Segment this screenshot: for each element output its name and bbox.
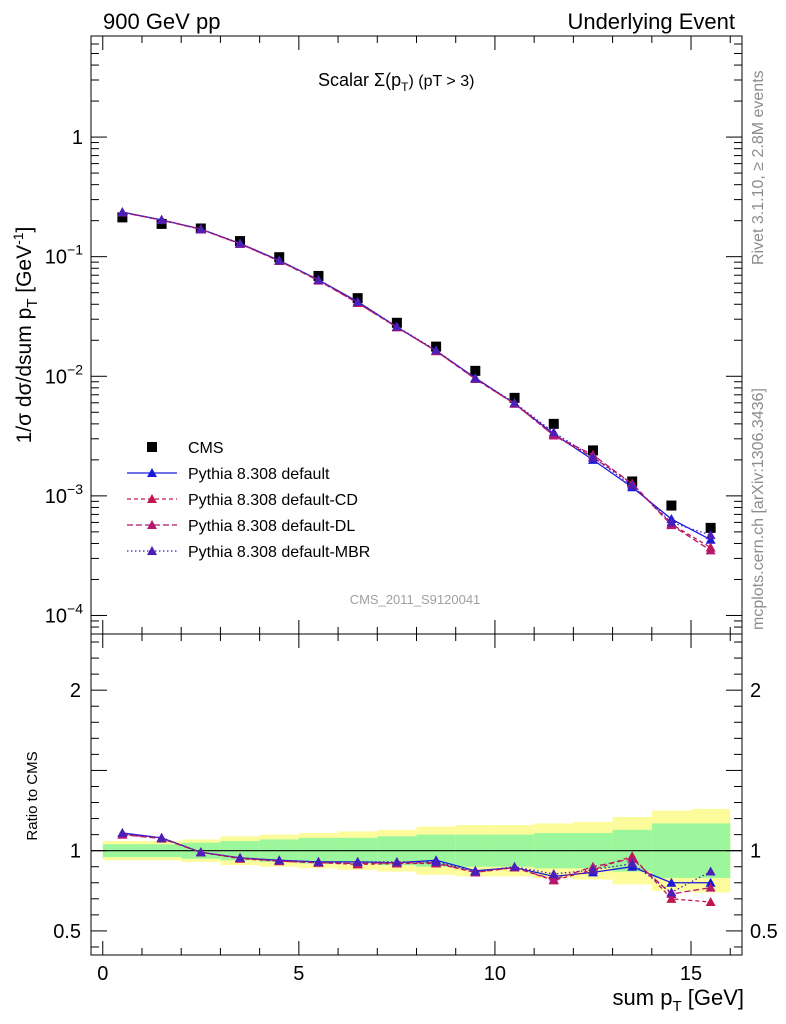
ratio-point <box>627 858 638 868</box>
legend-item: Pythia 8.308 default <box>127 466 330 483</box>
legend: CMS Pythia 8.308 default Pythia 8.308 defa… <box>127 440 370 561</box>
ratio-point <box>313 856 324 866</box>
main-series-4 <box>117 207 716 540</box>
ratio-point <box>666 893 677 903</box>
ratio-point <box>274 855 285 865</box>
ratio-point <box>627 853 638 863</box>
main-point <box>431 345 442 355</box>
header-right: Underlying Event <box>567 9 735 34</box>
ratio-y-tick-label: 0.5 <box>53 921 81 943</box>
y-tick-label: 10−2 <box>45 361 83 388</box>
main-point <box>666 500 677 511</box>
ratio-y-tick-label: 2 <box>750 680 761 702</box>
ratio-y-tick-label: 2 <box>70 680 81 702</box>
ratio-point <box>705 882 716 892</box>
main-point <box>666 517 677 527</box>
legend-label: Pythia 8.308 default-DL <box>188 518 355 535</box>
side-text-top: Rivet 3.1.10, ≥ 2.8M events <box>750 70 767 265</box>
legend-marker <box>147 546 157 555</box>
ratio-point <box>156 832 167 842</box>
main-point <box>235 238 246 248</box>
main-point <box>705 545 716 555</box>
legend-marker <box>147 468 157 477</box>
ratio-point <box>666 877 677 887</box>
legend-label: Pythia 8.308 default-CD <box>188 492 358 509</box>
header-left: 900 GeV pp <box>103 9 220 34</box>
ratio-point <box>195 847 206 857</box>
ratio-panel: 0.5 0.5 1 1 2 2 0 5 10 15 <box>53 633 778 985</box>
legend-marker <box>147 442 157 452</box>
y-tick-label: 1 <box>72 127 83 149</box>
ratio-point <box>548 874 559 884</box>
x-tick-label: 0 <box>97 963 108 985</box>
x-tick-label: 15 <box>680 963 702 985</box>
y-tick-label: 10−3 <box>45 481 83 508</box>
ratio-y-tick-label: 1 <box>70 841 81 863</box>
ratio-y-tick-label: 1 <box>750 841 761 863</box>
side-text-bottom: mcplots.cern.ch [arXiv:1306.3436] <box>750 388 767 630</box>
legend-marker <box>147 520 157 529</box>
ratio-point <box>117 828 128 838</box>
ratio-point <box>235 852 246 862</box>
main-point <box>587 452 598 462</box>
main-point <box>156 214 167 224</box>
x-axis-label: sum pT [GeV] <box>613 985 744 1015</box>
main-point <box>470 365 481 376</box>
legend-label: CMS <box>188 440 224 457</box>
legend-label: Pythia 8.308 default-MBR <box>188 544 370 561</box>
ratio-point <box>666 887 677 897</box>
ratio-y-tick-label: 0.5 <box>750 921 778 943</box>
main-point <box>274 255 285 265</box>
main-series-0 <box>117 212 716 533</box>
main-point <box>117 212 128 223</box>
main-panel: 10−4 10−3 10−2 10−1 1 <box>45 35 743 635</box>
main-point <box>548 427 559 437</box>
y-tick-label: 10−1 <box>45 242 83 269</box>
ratio-point <box>391 856 402 866</box>
ratio-series-line <box>122 832 711 894</box>
analysis-watermark: CMS_2011_S9120041 <box>350 592 481 607</box>
main-point <box>509 397 520 407</box>
x-tick-label: 5 <box>293 963 304 985</box>
main-point <box>313 274 324 284</box>
ratio-point <box>587 864 598 874</box>
main-panel-title: Scalar Σ(pT) (pT > 3) <box>318 70 474 94</box>
main-point <box>391 321 402 331</box>
legend-item: Pythia 8.308 default-CD <box>127 492 358 509</box>
legend-item: Pythia 8.308 default-DL <box>127 518 355 535</box>
ratio-point <box>431 856 442 866</box>
ratio-series-3 <box>117 828 716 897</box>
ratio-point <box>470 866 481 876</box>
ratio-point <box>352 856 363 866</box>
main-point <box>195 224 206 234</box>
main-point <box>548 418 559 429</box>
legend-label: Pythia 8.308 default <box>188 466 330 483</box>
ratio-point <box>548 868 559 878</box>
y-tick-label: 10−4 <box>45 600 83 627</box>
x-tick-label: 10 <box>484 963 506 985</box>
main-series-line <box>122 211 711 536</box>
ratio-point <box>705 897 716 907</box>
legend-item: Pythia 8.308 default-MBR <box>127 544 370 561</box>
main-point <box>352 296 363 306</box>
main-point <box>470 373 481 383</box>
ratio-point <box>705 877 716 887</box>
main-series-line <box>122 211 711 541</box>
main-point <box>117 207 128 217</box>
main-point <box>705 534 716 544</box>
legend-item: CMS <box>147 440 224 457</box>
ratio-point <box>705 866 716 876</box>
main-point <box>705 522 716 533</box>
ratio-y-axis-label: Ratio to CMS <box>24 751 41 840</box>
ratio-point <box>509 861 520 871</box>
ratio-frame <box>90 633 743 956</box>
main-point <box>627 480 638 490</box>
main-point <box>705 530 716 540</box>
legend-marker <box>147 494 157 503</box>
main-y-axis-label: 1/σ dσ/dsum pT [GeV-1] <box>10 227 41 444</box>
